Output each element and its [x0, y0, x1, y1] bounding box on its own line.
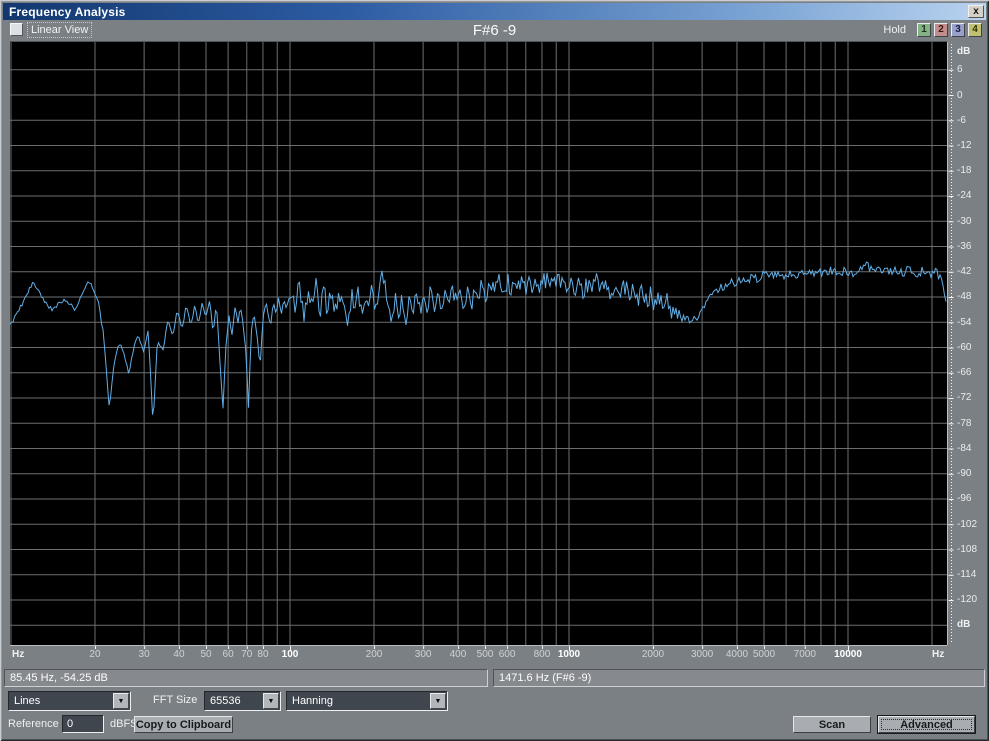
y-axis-db: dB 6 0 -6 -12 -18 -24 -30 -36 -42 -48 -54 -60 -66 -72 -…	[948, 42, 986, 645]
x-axis-label: 60	[222, 649, 234, 660]
advanced-button[interactable]: Advanced	[878, 716, 975, 733]
display-mode-value: Lines	[14, 695, 41, 707]
page-title: F#6 -9	[472, 22, 517, 39]
y-axis-unit: dB	[957, 618, 971, 630]
y-axis-label: -102	[957, 518, 978, 530]
y-axis-label: -30	[957, 215, 972, 227]
y-axis-label: -66	[957, 367, 972, 379]
y-axis-label: -36	[957, 240, 972, 252]
y-axis-label: -18	[957, 165, 972, 177]
title-bar[interactable]: Frequency Analysis x	[3, 3, 986, 20]
y-axis-unit: dB	[957, 46, 971, 57]
x-axis-label: 40	[173, 649, 185, 660]
y-axis-label: -42	[957, 266, 972, 278]
x-axis-unit: Hz	[12, 649, 25, 660]
reference-label: Reference	[8, 718, 59, 730]
display-mode-select[interactable]: Lines ▼	[8, 691, 131, 711]
x-axis-label: 70	[241, 649, 253, 660]
chevron-down-icon[interactable]: ▼	[113, 693, 129, 709]
linear-view-label[interactable]: Linear View	[26, 21, 93, 38]
x-axis-hz: 20 30 40 50 60 70 80 100 200 300 400 500 600 800 1000 2…	[3, 646, 986, 665]
hold-button-3[interactable]: 3	[951, 23, 965, 37]
x-axis-label: 300	[414, 649, 432, 660]
y-axis-label: -108	[957, 543, 978, 555]
y-axis-label: -78	[957, 417, 972, 429]
x-axis-label: 50	[200, 649, 212, 660]
window-title: Frequency Analysis	[9, 4, 126, 19]
chevron-down-icon[interactable]: ▼	[430, 693, 446, 709]
x-axis-label: 80	[257, 649, 269, 660]
x-axis-label: 2000	[641, 649, 665, 660]
x-axis-label: 4000	[725, 649, 749, 660]
close-icon[interactable]: x	[968, 5, 984, 18]
y-axis-label: -24	[957, 190, 972, 202]
hold-button-1[interactable]: 1	[917, 23, 931, 37]
y-axis-label: -84	[957, 442, 972, 454]
y-axis-label: -48	[957, 291, 972, 303]
x-axis-label: 7000	[793, 649, 816, 660]
y-axis-label: -60	[957, 341, 972, 353]
y-axis-label: -6	[957, 114, 966, 126]
y-axis-label: -114	[957, 569, 977, 581]
scan-button[interactable]: Scan	[793, 716, 871, 733]
x-axis-label: 1000	[557, 649, 581, 660]
window-function-select[interactable]: Hanning ▼	[286, 691, 448, 711]
toolbar: Linear View F#6 -9 Hold 1 2 3 4	[3, 20, 986, 42]
x-axis-label: 10000	[834, 649, 862, 660]
x-axis-label: 200	[365, 649, 383, 660]
y-axis-label: -54	[957, 316, 972, 328]
fft-size-label: FFT Size	[153, 694, 198, 706]
y-axis-label: -12	[957, 139, 972, 151]
x-axis-label: 400	[449, 649, 467, 660]
y-axis-label: -72	[957, 392, 972, 404]
x-axis-unit: Hz	[932, 649, 945, 660]
window-function-value: Hanning	[292, 695, 333, 707]
reference-unit-label: dBFS	[110, 718, 138, 730]
fft-size-value: 65536	[210, 695, 241, 707]
linear-view-checkbox[interactable]	[10, 23, 23, 36]
cursor-readout: 85.45 Hz, -54.25 dB	[4, 669, 488, 687]
reference-input[interactable]: 0	[62, 715, 104, 733]
fft-size-select[interactable]: 65536 ▼	[204, 691, 281, 711]
y-axis-label: -90	[957, 468, 972, 480]
chevron-down-icon[interactable]: ▼	[263, 693, 279, 709]
x-axis-label: 600	[498, 649, 516, 660]
x-axis-label: 800	[533, 649, 551, 660]
x-axis-label: 100	[281, 649, 299, 660]
hold-button-2[interactable]: 2	[934, 23, 948, 37]
x-axis-label: 5000	[752, 649, 776, 660]
y-axis-label: 0	[957, 89, 963, 101]
x-axis-label: 20	[89, 649, 101, 660]
y-axis-label: -120	[957, 594, 978, 606]
y-axis-label: -96	[957, 493, 972, 505]
spectrum-plot[interactable]	[10, 42, 947, 645]
x-axis-label: 3000	[690, 649, 714, 660]
x-axis-label: 30	[138, 649, 150, 660]
y-axis-label: 6	[957, 64, 963, 76]
hold-label: Hold	[883, 24, 906, 36]
x-axis-label: 500	[476, 649, 494, 660]
hold-button-4[interactable]: 4	[968, 23, 982, 37]
peak-readout: 1471.6 Hz (F#6 -9)	[493, 669, 985, 687]
copy-to-clipboard-button[interactable]: Copy to Clipboard	[134, 716, 233, 733]
